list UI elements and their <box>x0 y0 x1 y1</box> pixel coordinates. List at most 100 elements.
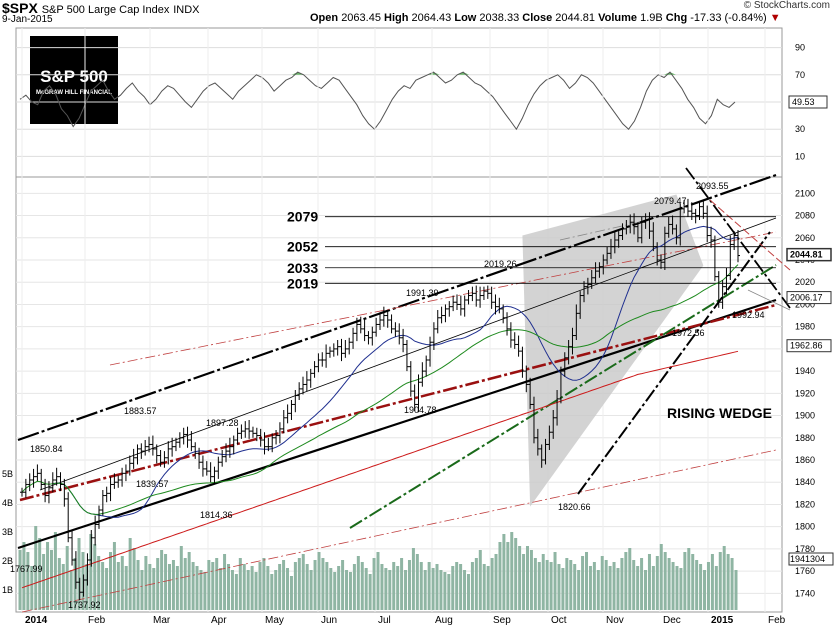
price-annotation: 2019.26 <box>484 259 517 269</box>
price-tick-label: 1900 <box>795 411 815 421</box>
volume-bar <box>687 548 691 610</box>
ohlc-bar <box>289 400 294 420</box>
ohlc-bar <box>543 438 548 465</box>
ohlc-bar <box>651 222 656 252</box>
index-name: S&P 500 Large Cap Index <box>41 4 170 16</box>
volume-bar <box>250 566 254 610</box>
x-tick-label: Dec <box>663 615 681 625</box>
ohlc-bar <box>212 466 217 484</box>
price-tick-label: 2000 <box>795 299 815 309</box>
volume-bar <box>305 564 309 610</box>
rsi-tick-label: 90 <box>795 43 805 53</box>
volume-bar <box>345 570 349 610</box>
down-arrow-icon: ▼ <box>769 12 781 24</box>
volume-bar <box>187 552 191 610</box>
x-tick-label: Mar <box>153 615 171 625</box>
volume-bar <box>699 564 703 610</box>
price-tick-label: 2080 <box>795 211 815 221</box>
x-tick-label: Nov <box>606 615 624 625</box>
ohlc-bar <box>100 490 105 516</box>
price-annotation: 2079.47 <box>654 196 687 206</box>
price-tick-label: 1860 <box>795 455 815 465</box>
ohlc-bar <box>250 426 255 438</box>
ohlc-bar <box>659 254 664 269</box>
ohlc-bar <box>616 231 621 248</box>
price-tick-label: 1740 <box>795 588 815 598</box>
ohlc-bar <box>85 553 90 586</box>
volume-tick-label: 2B <box>2 556 13 566</box>
ohlc-bar <box>62 478 67 507</box>
price-last-box <box>786 339 832 353</box>
low-label: Low <box>454 12 477 24</box>
chg-label: Chg <box>665 12 688 24</box>
price-tick-label: 1820 <box>795 499 815 509</box>
volume-bar <box>506 542 510 610</box>
volume-bar <box>289 576 293 610</box>
price-tick-label: 1920 <box>795 388 815 398</box>
level-label: 2033 <box>287 260 318 276</box>
ohlc-bar <box>501 304 506 324</box>
volume-bar <box>411 548 415 610</box>
volume-bar <box>396 566 400 610</box>
volume-bar <box>490 558 494 610</box>
quote-bar: Open 2063.45 High 2064.43 Low 2038.33 Cl… <box>310 12 781 24</box>
volume-bar <box>529 550 533 610</box>
ohlc-bar <box>46 481 51 504</box>
price-tick-label: 1800 <box>795 522 815 532</box>
volume-bar <box>242 564 246 610</box>
volume-bar <box>624 552 628 610</box>
ohlc-bar <box>389 314 394 334</box>
ohlc-bar <box>96 505 101 529</box>
ohlc-bar <box>354 317 359 342</box>
volume-bar <box>400 558 404 610</box>
ohlc-bar <box>493 294 498 315</box>
ohlc-bar <box>474 285 479 307</box>
volume-bar <box>706 562 710 610</box>
volume-bar <box>101 562 105 610</box>
volume-bar <box>726 554 730 610</box>
ohlc-bar <box>424 355 429 377</box>
volume-bar <box>734 570 738 610</box>
x-tick-label: Apr <box>211 615 227 625</box>
chart-date: 9-Jan-2015 <box>2 14 53 25</box>
ohlc-bar <box>224 443 229 463</box>
ohlc-bar <box>420 362 425 387</box>
ohlc-bar <box>312 361 317 378</box>
open-label: Open <box>310 12 339 24</box>
ohlc-bar <box>724 267 729 295</box>
ohlc-bar <box>327 346 332 358</box>
ohlc-bar <box>728 235 733 280</box>
volume-bar <box>215 558 219 610</box>
ohlc-bar <box>701 200 706 219</box>
ohlc-bar <box>216 456 221 479</box>
ohlc-bar <box>639 216 644 244</box>
volume-bar <box>53 532 57 610</box>
price-tick-label: 2020 <box>795 277 815 287</box>
volume-bar <box>140 570 144 610</box>
volume-bar <box>116 562 120 610</box>
ohlc-bar <box>462 295 467 317</box>
volume-bar <box>164 554 168 610</box>
volume-bar <box>510 532 514 610</box>
x-tick-label: Aug <box>435 615 453 625</box>
volume-bar <box>105 568 109 610</box>
volume-bar <box>703 570 707 610</box>
price-annotation: 1737.92 <box>68 600 101 610</box>
rsi-last-box <box>788 95 828 109</box>
ohlc-bar <box>131 448 136 469</box>
volume-bar <box>404 570 408 610</box>
x-tick-label: 2014 <box>25 615 48 625</box>
volume-bar <box>640 558 644 610</box>
price-tick-label: 1980 <box>795 322 815 332</box>
rsi-tick-label: 30 <box>795 124 805 134</box>
ohlc-bar <box>270 433 275 453</box>
volume-bar <box>81 552 85 610</box>
chg-value: -17.33 (-0.84%) <box>690 12 767 24</box>
ohlc-bar <box>485 285 490 299</box>
volume-bar <box>321 558 325 610</box>
ohlc-bar <box>682 200 687 214</box>
volume-tick-label: 3B <box>2 527 13 537</box>
ohlc-bar <box>54 467 59 486</box>
ohlc-bar <box>304 371 309 392</box>
ohlc-bar <box>366 331 371 345</box>
